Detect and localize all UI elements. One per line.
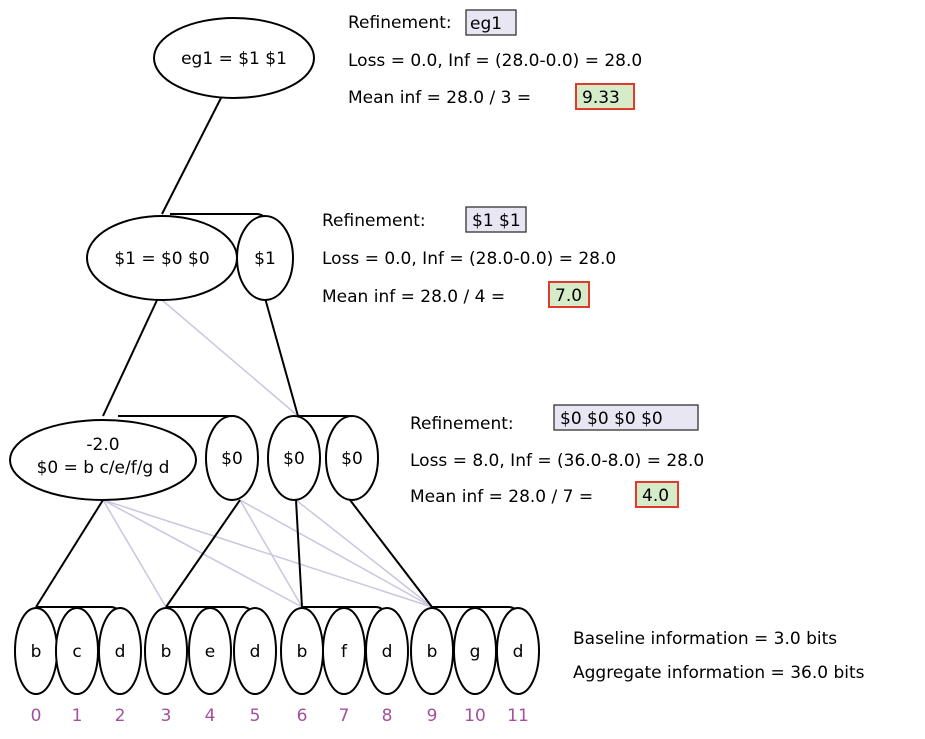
level2-main-label: $0 = b c/e/f/g d bbox=[37, 458, 170, 478]
level2-node-label: $0 bbox=[283, 449, 305, 469]
leaf-label: d bbox=[513, 642, 524, 662]
leaf-node: d bbox=[365, 607, 409, 695]
information-summary: Baseline information = 3.0 bits Aggregat… bbox=[573, 629, 865, 683]
faint-edge bbox=[161, 299, 299, 417]
level2-main-loss: -2.0 bbox=[86, 435, 119, 455]
faint-edge bbox=[102, 499, 433, 608]
mean-inf-value: 9.33 bbox=[582, 88, 620, 108]
leaf-node: d bbox=[98, 607, 142, 695]
edge bbox=[35, 499, 104, 608]
leaf-label: d bbox=[115, 642, 126, 662]
edge bbox=[295, 499, 303, 608]
leaf-label: b bbox=[161, 642, 172, 662]
level1-right-node: $1 bbox=[236, 215, 294, 301]
mean-inf-box bbox=[548, 281, 590, 308]
refinement-value: eg1 bbox=[470, 14, 502, 34]
leaf-index: 2 bbox=[115, 706, 126, 726]
mean-inf-line: Mean inf = 28.0 / 3 = bbox=[348, 88, 531, 108]
edge bbox=[161, 95, 223, 215]
leaf-index: 6 bbox=[297, 706, 308, 726]
leaf-index: 4 bbox=[205, 706, 216, 726]
baseline-information: Baseline information = 3.0 bits bbox=[573, 629, 837, 649]
leaf-node: b bbox=[14, 607, 58, 695]
loss-line: Loss = 0.0, Inf = (28.0-0.0) = 28.0 bbox=[348, 51, 642, 71]
level2-main-node: -2.0 $0 = b c/e/f/g d bbox=[9, 419, 197, 501]
refinement-box bbox=[465, 206, 527, 233]
leaf-node: g bbox=[453, 607, 497, 695]
leaf-index: 3 bbox=[161, 706, 172, 726]
mean-inf-value: 4.0 bbox=[642, 486, 669, 506]
level2-node: $0 bbox=[325, 415, 379, 501]
refinement-box bbox=[553, 404, 699, 431]
level1-right-label: $1 bbox=[254, 249, 276, 269]
mean-inf-value: 7.0 bbox=[555, 286, 582, 306]
leaf-label: c bbox=[72, 642, 81, 662]
leaf-node: b bbox=[144, 607, 188, 695]
aggregate-information: Aggregate information = 36.0 bits bbox=[573, 663, 865, 683]
edge bbox=[102, 297, 159, 417]
leaf-node: f bbox=[322, 607, 366, 695]
refinement-panel-2: Refinement: $1 $1 Loss = 0.0, Inf = (28.… bbox=[322, 206, 616, 308]
tree-edges bbox=[35, 95, 519, 618]
root-node-label: eg1 = $1 $1 bbox=[181, 49, 287, 69]
leaf-index: 9 bbox=[427, 706, 438, 726]
refinement-box bbox=[465, 9, 517, 36]
edge bbox=[349, 499, 433, 608]
level1-main-label: $1 = $0 $0 bbox=[114, 249, 209, 269]
mean-inf-line: Mean inf = 28.0 / 4 = bbox=[322, 287, 505, 307]
leaf-label: b bbox=[427, 642, 438, 662]
leaf-index: 11 bbox=[507, 706, 529, 726]
leaf-indices: 0 1 2 3 4 5 6 7 8 9 10 11 bbox=[31, 706, 529, 726]
mean-inf-box bbox=[635, 481, 679, 508]
leaf-label: b bbox=[31, 642, 42, 662]
level2-node: $0 bbox=[267, 415, 321, 501]
leaf-index: 1 bbox=[72, 706, 83, 726]
refinement-panel-3: Refinement: $0 $0 $0 $0 Loss = 8.0, Inf … bbox=[410, 404, 704, 508]
loss-line: Loss = 8.0, Inf = (36.0-8.0) = 28.0 bbox=[410, 451, 704, 471]
leaf-label: d bbox=[382, 642, 393, 662]
leaf-label: d bbox=[250, 642, 261, 662]
leaf-index: 5 bbox=[250, 706, 261, 726]
refinement-label: Refinement: bbox=[348, 13, 452, 33]
leaf-node: d bbox=[496, 607, 540, 695]
root-node: eg1 = $1 $1 bbox=[153, 17, 315, 99]
refinement-value: $1 $1 bbox=[472, 211, 521, 231]
leaf-node: e bbox=[188, 607, 232, 695]
leaf-label: e bbox=[205, 642, 215, 662]
leaf-label: f bbox=[341, 642, 348, 662]
leaf-label: g bbox=[470, 642, 481, 662]
level2-node-label: $0 bbox=[221, 449, 243, 469]
leaf-index: 0 bbox=[31, 706, 42, 726]
mean-inf-line: Mean inf = 28.0 / 7 = bbox=[410, 487, 593, 507]
leaf-node: c bbox=[55, 607, 99, 695]
refinement-value: $0 $0 $0 $0 bbox=[560, 409, 663, 429]
mean-inf-box bbox=[575, 83, 635, 110]
loss-line: Loss = 0.0, Inf = (28.0-0.0) = 28.0 bbox=[322, 249, 616, 269]
leaf-index: 8 bbox=[382, 706, 393, 726]
edge bbox=[264, 297, 299, 417]
faint-edge bbox=[102, 499, 167, 608]
refinement-label: Refinement: bbox=[322, 211, 426, 231]
leaf-index: 7 bbox=[339, 706, 350, 726]
faint-edge bbox=[239, 499, 433, 608]
refinement-panel-1: Refinement: eg1 Loss = 0.0, Inf = (28.0-… bbox=[348, 9, 642, 110]
leaf-node: d bbox=[233, 607, 277, 695]
level2-node: $0 bbox=[205, 415, 259, 501]
level2-node-label: $0 bbox=[341, 449, 363, 469]
leaf-label: b bbox=[297, 642, 308, 662]
refinement-label: Refinement: bbox=[410, 414, 514, 434]
leaf-node: b bbox=[280, 607, 324, 695]
faint-edge bbox=[295, 499, 433, 608]
level1-main-node: $1 = $0 $0 bbox=[86, 215, 238, 301]
leaf-node: b bbox=[410, 607, 454, 695]
edge bbox=[165, 499, 241, 608]
faint-edge bbox=[239, 499, 303, 608]
leaf-index: 10 bbox=[464, 706, 486, 726]
